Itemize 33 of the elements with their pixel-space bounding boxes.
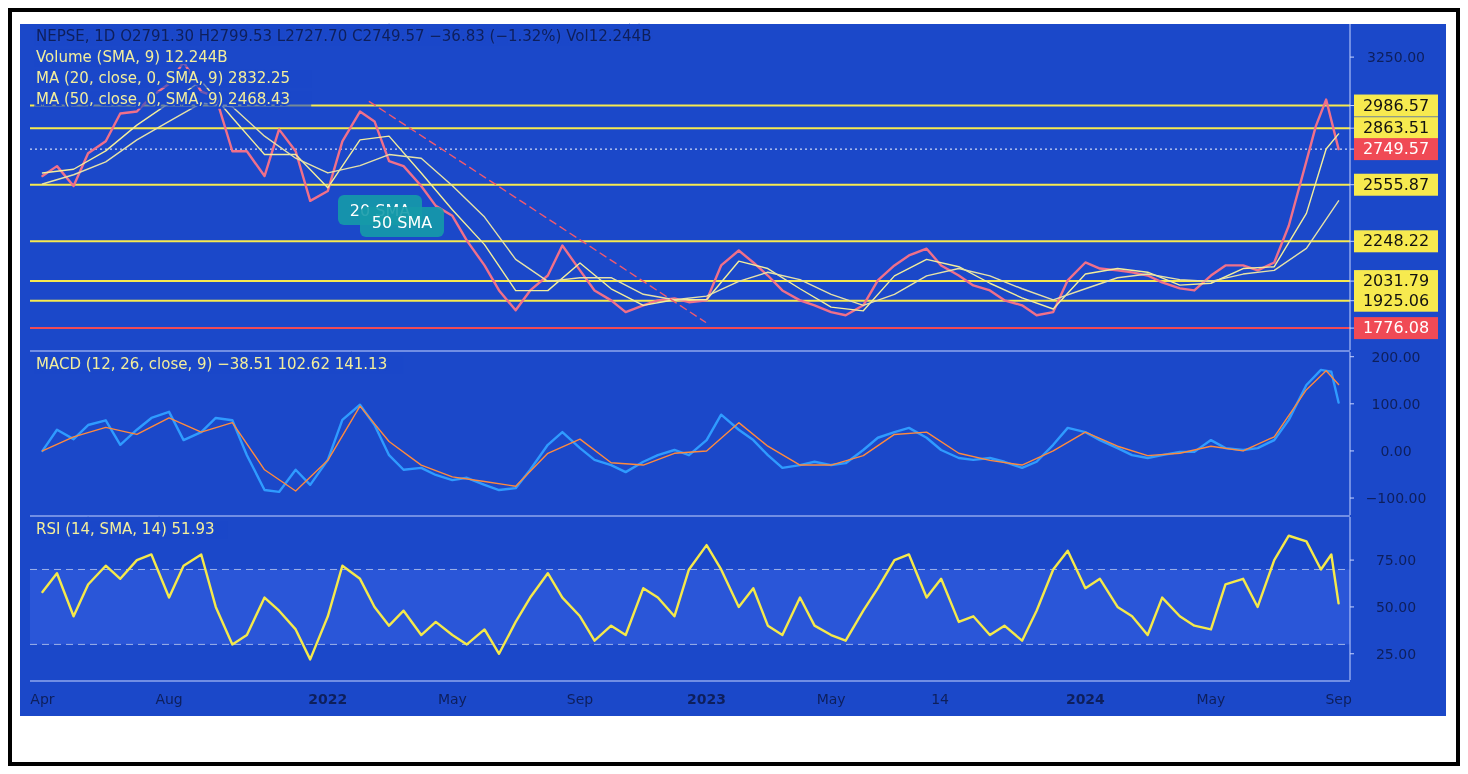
y-tick-label: 25.00 [1375,645,1417,662]
annotation: Volume (SMA, 9) 12.244B [36,48,228,66]
y-tick-label: 2863.51 [1362,118,1430,138]
y-tick-label: 1776.08 [1362,318,1430,338]
y-tick-label: 75.00 [1375,552,1417,569]
x-tick-label: May [1196,691,1226,707]
x-tick-label: Sep [1325,691,1352,707]
x-tick-label: Apr [30,691,55,707]
y-tick-label: 2555.87 [1362,174,1430,194]
y-tick-label: 2248.22 [1362,231,1430,251]
x-tick-label: Sep [566,691,594,707]
y-tick-label: −100.00 [1365,490,1427,507]
y-tick-label: 2749.57 [1362,139,1430,159]
x-tick-label: May [816,691,846,707]
y-tick-label: 100.00 [1371,395,1421,412]
y-tick-label: 3250.00 [1367,49,1425,66]
annotation: MA (20, close, 0, SMA, 9) 2832.25 [36,69,291,87]
y-tick-label: 2986.57 [1362,95,1430,115]
y-tick-label: 50.00 [1375,598,1417,615]
x-tick-label: Aug [155,691,183,707]
annotation: MACD (12, 26, close, 9) −38.51 102.62 141.13 [36,355,388,373]
y-tick-label: 1925.06 [1362,290,1430,310]
x-tick-label: 2022 [308,691,348,707]
annotation: NEPSE, 1D O2791.30 H2799.53 L2727.70 C2749.57 −36.83 (−1.32%) Vol12.244B [36,27,652,45]
y-tick-label: 0.00 [1380,442,1412,459]
x-tick-label: 2024 [1065,691,1106,707]
x-tick-label: May [437,691,467,707]
annotation: MA (50, close, 0, SMA, 9) 2468.43 [36,90,291,108]
annotation: RSI (14, SMA, 14) 51.93 [36,520,215,538]
x-tick-label: 14 [931,691,950,707]
y-tick-label: 2031.79 [1362,271,1430,291]
y-tick-label: 200.00 [1371,348,1421,365]
x-tick-label: 2023 [687,691,727,707]
